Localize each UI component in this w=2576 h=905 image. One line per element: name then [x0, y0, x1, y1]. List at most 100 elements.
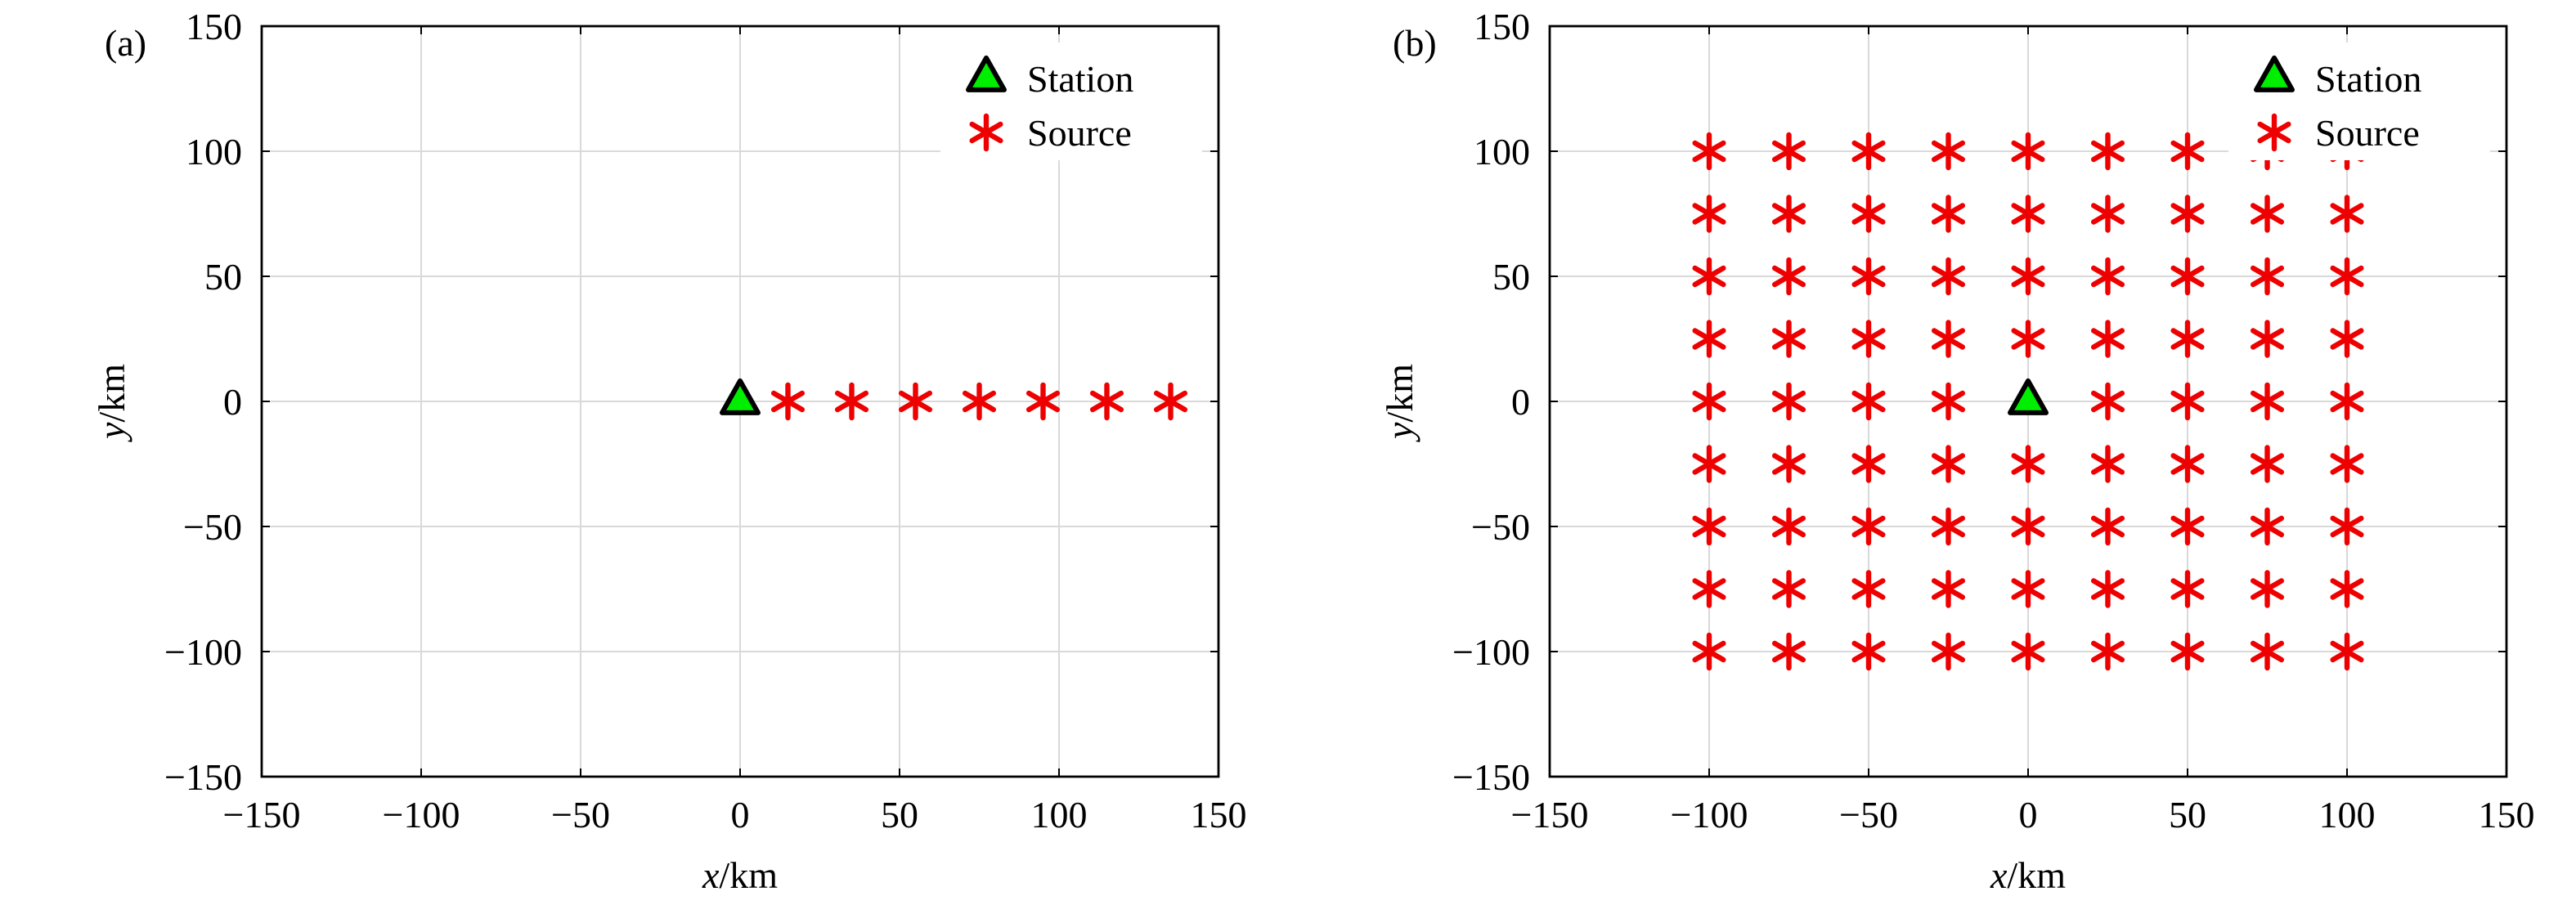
source-point	[2170, 382, 2205, 421]
x-axis-label: x/km	[1990, 854, 2066, 896]
source-point	[2011, 195, 2045, 233]
x-tick-label: −150	[1511, 794, 1589, 836]
source-point	[1931, 570, 1966, 608]
source-point	[2011, 570, 2045, 608]
source-point	[1771, 320, 1806, 358]
panel-b: −150 −100 −50 0 50 100 150 −150 −100 −50 0 50 100 150…	[1288, 0, 2576, 905]
source-point	[2170, 257, 2205, 296]
legend-source-icon	[969, 113, 1003, 152]
source-point	[2170, 507, 2205, 546]
source-point	[2250, 257, 2285, 296]
source-point	[2170, 320, 2205, 358]
source-point	[1771, 507, 1806, 546]
y-tick-label: −100	[1452, 631, 1530, 673]
source-point	[2011, 445, 2045, 483]
source-point	[2090, 382, 2125, 421]
source-point	[2250, 320, 2285, 358]
x-tick-label: 100	[1031, 794, 1088, 836]
panel-label: (b)	[1393, 22, 1437, 64]
source-point	[2011, 132, 2045, 171]
source-point	[2250, 507, 2285, 546]
x-tick-label: 50	[881, 794, 918, 836]
source-point	[1931, 445, 1966, 483]
source-point	[1851, 445, 1886, 483]
source-point	[2330, 320, 2364, 358]
source-point	[2170, 195, 2205, 233]
station-point	[2008, 378, 2049, 415]
source-point	[1851, 195, 1886, 233]
source-point	[1851, 382, 1886, 421]
source-point	[1153, 382, 1188, 421]
source-point	[2011, 507, 2045, 546]
y-tick-label: 50	[204, 256, 242, 298]
source-point	[2011, 257, 2045, 296]
y-tick-label: 100	[186, 131, 242, 172]
y-tick-label: 100	[1474, 131, 1530, 172]
source-point	[2250, 570, 2285, 608]
source-point	[1771, 257, 1806, 296]
source-point	[1692, 195, 1726, 233]
source-point	[1931, 507, 1966, 546]
y-tick-label: 0	[223, 381, 242, 423]
source-point	[1931, 132, 1966, 171]
data-marks	[1692, 132, 2364, 671]
x-tick-label: 0	[731, 794, 750, 836]
source-point	[2330, 257, 2364, 296]
source-point	[834, 382, 869, 421]
source-point	[1771, 632, 1806, 671]
x-tick-label: 0	[2019, 794, 2038, 836]
source-point	[2090, 320, 2125, 358]
source-point	[2090, 132, 2125, 171]
legend: Station Source	[940, 43, 1202, 160]
chart-svg: −150 −100 −50 0 50 100 150 −150 −100 −50 0 50 100 150…	[1379, 6, 2535, 896]
legend: Station Source	[2228, 43, 2490, 160]
source-point	[962, 382, 997, 421]
source-point	[2090, 570, 2125, 608]
source-point	[2090, 632, 2125, 671]
source-point	[770, 382, 806, 421]
plot-frame	[1548, 25, 2508, 778]
plot-frame	[260, 25, 1220, 778]
source-point	[1089, 382, 1124, 421]
source-point	[1692, 320, 1726, 358]
source-point	[2090, 257, 2125, 296]
y-tick-label: 50	[1492, 256, 1530, 298]
source-point	[2330, 507, 2364, 546]
y-tick-label: −100	[164, 631, 242, 673]
x-tick-label: 50	[2169, 794, 2206, 836]
y-tick-label: −150	[1452, 756, 1530, 798]
source-point	[1851, 632, 1886, 671]
ticks: −150 −100 −50 0 50 100 150 −150 −100 −50 0 50 100 150	[1452, 6, 2534, 836]
source-point	[2011, 320, 2045, 358]
source-point	[2090, 195, 2125, 233]
y-tick-label: 150	[186, 6, 242, 47]
y-tick-label: 150	[1474, 6, 1530, 47]
source-point	[2250, 195, 2285, 233]
x-tick-label: 150	[2479, 794, 2535, 836]
source-point	[2250, 632, 2285, 671]
y-tick-label: −50	[183, 506, 242, 548]
x-tick-label: −50	[1839, 794, 1898, 836]
panel-a: −150 −100 −50 0 50 100 150 −150 −100 −50 0 50 100 150…	[91, 6, 1247, 896]
source-point	[2170, 132, 2205, 171]
source-point	[1692, 570, 1726, 608]
panel-label: (a)	[105, 22, 146, 64]
source-point	[2170, 445, 2205, 483]
source-point	[898, 382, 933, 421]
x-tick-label: 100	[2319, 794, 2376, 836]
legend-station-label: Station	[2315, 58, 2421, 100]
y-axis-label: y/km	[1379, 364, 1420, 442]
source-point	[1692, 445, 1726, 483]
legend-source-label: Source	[2315, 112, 2420, 154]
legend-station-label: Station	[1027, 58, 1133, 100]
source-point	[1771, 132, 1806, 171]
y-tick-label: −50	[1471, 506, 1530, 548]
source-point	[2250, 382, 2285, 421]
source-point	[1931, 632, 1966, 671]
source-point	[2330, 570, 2364, 608]
source-point	[1771, 382, 1806, 421]
legend-source-label: Source	[1027, 112, 1132, 154]
source-point	[1931, 195, 1966, 233]
source-point	[1851, 320, 1886, 358]
x-tick-label: −150	[223, 794, 301, 836]
